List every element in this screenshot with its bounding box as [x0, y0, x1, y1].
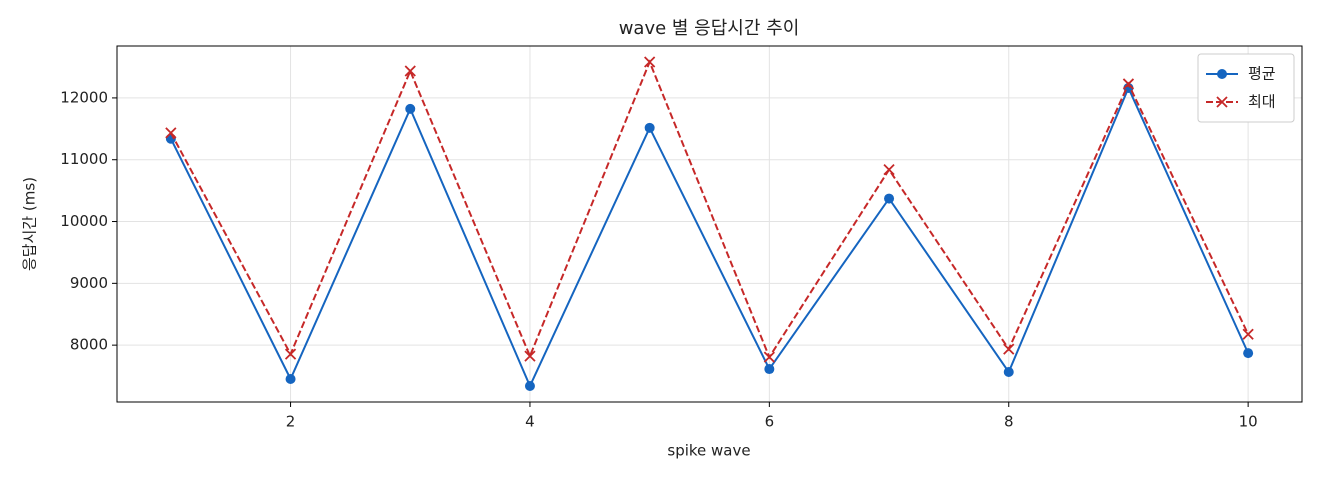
x-tick-label: 8 — [1004, 413, 1014, 431]
data-point — [644, 56, 656, 68]
data-point — [883, 164, 895, 176]
y-tick-label: 11000 — [60, 150, 108, 168]
legend-label: 평균 — [1248, 65, 1276, 83]
data-point — [1122, 78, 1135, 90]
data-point — [1003, 343, 1015, 355]
y-tick-label: 12000 — [60, 88, 108, 106]
data-point — [1243, 348, 1254, 359]
legend-label: 최대 — [1248, 93, 1276, 111]
y-axis-label: 응답시간 (ms) — [21, 177, 39, 271]
chart-title: wave 별 응답시간 추이 — [619, 18, 800, 39]
data-point — [644, 122, 655, 133]
data-point — [884, 193, 895, 204]
x-axis-label: spike wave — [667, 442, 750, 460]
series-line — [169, 59, 1250, 360]
data-point — [1242, 328, 1254, 340]
data-point — [524, 380, 535, 391]
plot-frame — [116, 45, 1303, 403]
y-tick-label: 8000 — [70, 336, 108, 354]
data-point — [524, 350, 536, 362]
x-tick-label: 10 — [1239, 413, 1258, 431]
data-point — [165, 127, 177, 139]
data-point — [405, 103, 416, 114]
data-point — [1003, 367, 1014, 378]
legend-marker — [1216, 96, 1228, 108]
x-tick-label: 4 — [525, 413, 535, 431]
x-tick-label: 2 — [286, 413, 296, 431]
legend-marker — [1217, 69, 1227, 79]
legend-box — [1197, 53, 1295, 123]
data-point — [285, 374, 296, 385]
y-tick-label: 10000 — [60, 212, 108, 230]
series-line — [169, 85, 1250, 389]
data-point — [284, 348, 297, 360]
y-tick-label: 9000 — [70, 274, 108, 292]
data-point — [764, 364, 775, 375]
data-point — [404, 65, 416, 77]
x-tick-label: 6 — [765, 413, 775, 431]
data-point — [763, 351, 775, 363]
